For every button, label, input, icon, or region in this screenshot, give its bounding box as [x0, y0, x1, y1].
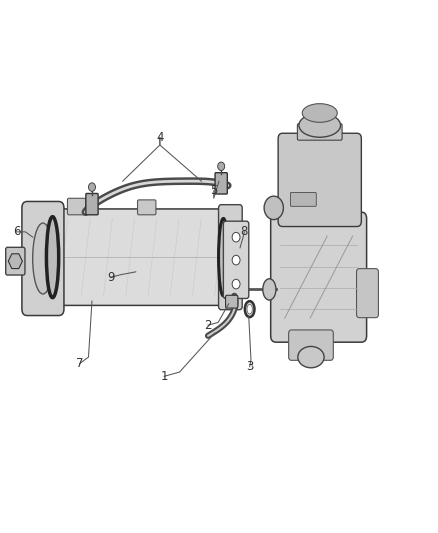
FancyBboxPatch shape — [357, 269, 378, 318]
FancyBboxPatch shape — [22, 201, 64, 316]
Ellipse shape — [263, 279, 276, 300]
FancyBboxPatch shape — [219, 205, 242, 310]
FancyBboxPatch shape — [297, 124, 342, 140]
FancyBboxPatch shape — [290, 192, 316, 206]
FancyBboxPatch shape — [215, 173, 227, 194]
Text: 3: 3 — [246, 360, 253, 373]
Text: 8: 8 — [241, 225, 248, 238]
Circle shape — [218, 162, 225, 171]
FancyBboxPatch shape — [86, 193, 98, 215]
FancyBboxPatch shape — [226, 295, 238, 308]
Text: 1: 1 — [160, 370, 168, 383]
FancyBboxPatch shape — [271, 212, 367, 342]
Ellipse shape — [302, 103, 337, 122]
Text: 9: 9 — [107, 271, 115, 284]
Text: 7: 7 — [76, 357, 84, 370]
Circle shape — [232, 255, 240, 265]
FancyBboxPatch shape — [67, 198, 86, 215]
Circle shape — [232, 232, 240, 242]
Ellipse shape — [299, 114, 341, 137]
Text: 5: 5 — [210, 184, 217, 197]
Circle shape — [264, 196, 283, 220]
Ellipse shape — [33, 223, 53, 294]
FancyBboxPatch shape — [138, 200, 156, 215]
Ellipse shape — [245, 301, 254, 317]
Text: 6: 6 — [13, 225, 21, 238]
FancyBboxPatch shape — [278, 133, 361, 227]
FancyBboxPatch shape — [289, 330, 333, 360]
Text: 4: 4 — [156, 131, 164, 144]
FancyBboxPatch shape — [6, 247, 25, 275]
Ellipse shape — [298, 346, 324, 368]
Polygon shape — [8, 254, 22, 269]
Circle shape — [232, 279, 240, 289]
FancyBboxPatch shape — [223, 221, 249, 298]
Text: 2: 2 — [204, 319, 212, 332]
Ellipse shape — [46, 217, 59, 297]
Circle shape — [88, 183, 95, 191]
Ellipse shape — [247, 304, 252, 314]
FancyBboxPatch shape — [47, 209, 227, 305]
Ellipse shape — [219, 219, 228, 296]
